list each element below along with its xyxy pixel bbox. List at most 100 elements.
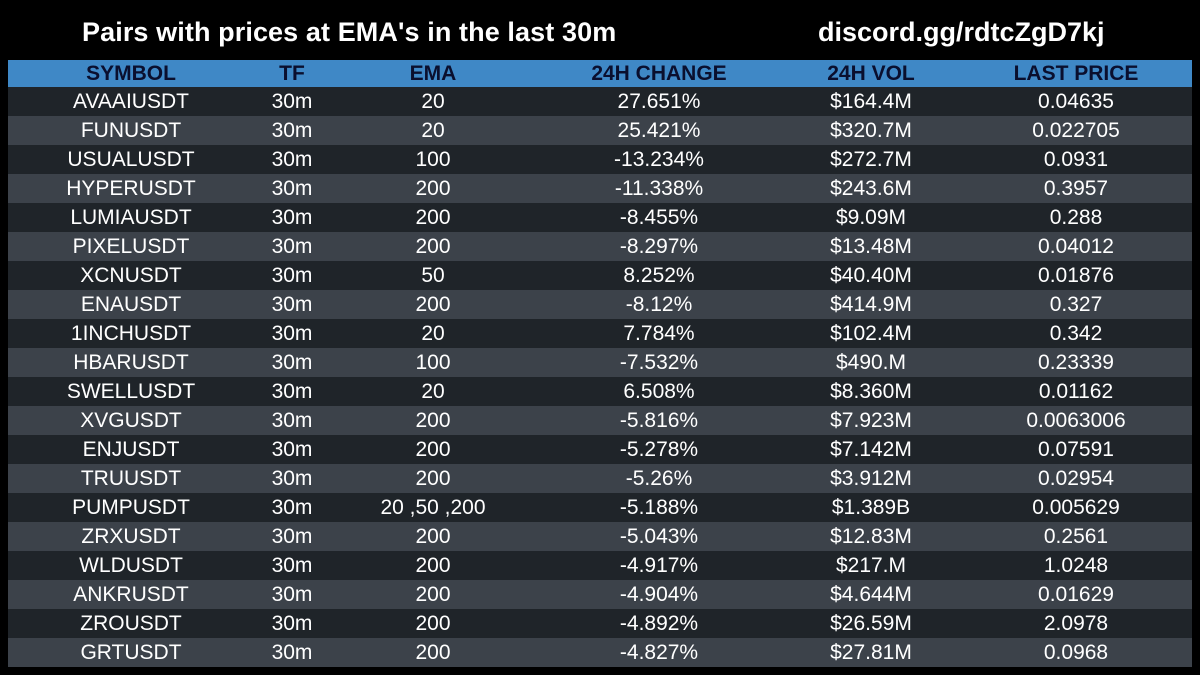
- cell-24h-vol: $217.M: [835, 553, 907, 577]
- cell-tf: 30m: [271, 321, 313, 345]
- cell-symbol: GRTUSDT: [80, 640, 182, 664]
- cell-ema: 100: [415, 147, 451, 171]
- cell-symbol: PIXELUSDT: [72, 234, 190, 258]
- cell-24h-vol: $7.923M: [830, 408, 912, 432]
- cell-ema: 20: [421, 321, 445, 345]
- discord-invite-link[interactable]: discord.gg/rdtcZgD7kj: [818, 17, 1105, 47]
- cell-tf: 30m: [271, 495, 313, 519]
- cell-last-price: 0.04635: [1038, 89, 1114, 113]
- cell-symbol: TRUUSDT: [80, 466, 182, 490]
- cell-24h-change: -8.297%: [619, 234, 699, 258]
- cell-last-price: 0.01629: [1038, 582, 1114, 606]
- cell-symbol: SWELLUSDT: [66, 379, 196, 403]
- cell-24h-change: 6.508%: [623, 379, 695, 403]
- table-row: FUNUSDT 30m 20 25.421% $320.7M 0.022705: [8, 116, 1192, 145]
- table-row: WLDUSDT 30m 200 -4.917% $217.M 1.0248: [8, 551, 1192, 580]
- table-row: TRUUSDT 30m 200 -5.26% $3.912M 0.02954: [8, 464, 1192, 493]
- cell-24h-vol: $9.09M: [835, 205, 907, 229]
- column-header-24h-change: 24H CHANGE: [591, 61, 727, 85]
- cell-tf: 30m: [271, 611, 313, 635]
- cell-24h-vol: $4.644M: [830, 582, 912, 606]
- cell-24h-change: -8.455%: [619, 205, 699, 229]
- cell-last-price: 0.022705: [1032, 118, 1120, 142]
- cell-24h-change: -4.827%: [619, 640, 699, 664]
- cell-last-price: 0.327: [1049, 292, 1103, 316]
- cell-24h-change: -5.816%: [619, 408, 699, 432]
- cell-symbol: ENJUSDT: [82, 437, 180, 461]
- cell-symbol: FUNUSDT: [80, 118, 182, 142]
- cell-tf: 30m: [271, 292, 313, 316]
- cell-last-price: 0.342: [1049, 321, 1103, 345]
- cell-ema: 200: [415, 437, 451, 461]
- cell-ema: 50: [421, 263, 445, 287]
- cell-symbol: LUMIAUSDT: [70, 205, 192, 229]
- cell-last-price: 0.01162: [1038, 379, 1114, 403]
- cell-ema: 200: [415, 524, 451, 548]
- cell-24h-vol: $12.83M: [830, 524, 912, 548]
- cell-tf: 30m: [271, 582, 313, 606]
- table-row: HYPERUSDT 30m 200 -11.338% $243.6M 0.3957: [8, 174, 1192, 203]
- cell-last-price: 0.2561: [1043, 524, 1109, 548]
- cell-24h-change: -4.904%: [619, 582, 699, 606]
- cell-symbol: ANKRUSDT: [73, 582, 189, 606]
- column-header-last-price: LAST PRICE: [1013, 61, 1139, 85]
- cell-tf: 30m: [271, 379, 313, 403]
- cell-ema: 200: [415, 292, 451, 316]
- cell-symbol: ZRXUSDT: [81, 524, 181, 548]
- cell-tf: 30m: [271, 234, 313, 258]
- cell-ema: 200: [415, 176, 451, 200]
- cell-24h-vol: $7.142M: [830, 437, 912, 461]
- header: Pairs with prices at EMA's in the last 3…: [0, 0, 1200, 60]
- cell-24h-vol: $13.48M: [830, 234, 912, 258]
- cell-24h-vol: $490.M: [835, 350, 907, 374]
- cell-24h-change: 8.252%: [623, 263, 695, 287]
- cell-tf: 30m: [271, 553, 313, 577]
- table-row: PUMPUSDT 30m 20 ,50 ,200 -5.188% $1.389B 0.00…: [8, 493, 1192, 522]
- cell-last-price: 0.005629: [1032, 495, 1120, 519]
- cell-last-price: 0.04012: [1038, 234, 1114, 258]
- cell-tf: 30m: [271, 176, 313, 200]
- cell-tf: 30m: [271, 466, 313, 490]
- table-row: XVGUSDT 30m 200 -5.816% $7.923M 0.0063006: [8, 406, 1192, 435]
- ema-pairs-table: SYMBOL TF EMA 24H CHANGE 24H VOL LAST PR…: [8, 60, 1192, 667]
- table-body: AVAAIUSDT 30m 20 27.651% $164.4M 0.04635 FUNUS…: [8, 87, 1192, 667]
- cell-symbol: HBARUSDT: [73, 350, 189, 374]
- cell-last-price: 0.02954: [1038, 466, 1114, 490]
- table-row: XCNUSDT 30m 50 8.252% $40.40M 0.01876: [8, 261, 1192, 290]
- cell-24h-change: -5.188%: [619, 495, 699, 519]
- page-title: Pairs with prices at EMA's in the last 3…: [82, 17, 617, 47]
- cell-ema: 200: [415, 205, 451, 229]
- cell-tf: 30m: [271, 408, 313, 432]
- cell-last-price: 0.07591: [1038, 437, 1114, 461]
- cell-tf: 30m: [271, 524, 313, 548]
- table-row: AVAAIUSDT 30m 20 27.651% $164.4M 0.04635: [8, 87, 1192, 116]
- cell-tf: 30m: [271, 118, 313, 142]
- cell-symbol: XCNUSDT: [80, 263, 182, 287]
- cell-24h-change: 27.651%: [617, 89, 701, 113]
- table-row: 1INCHUSDT 30m 20 7.784% $102.4M 0.342: [8, 319, 1192, 348]
- cell-ema: 200: [415, 611, 451, 635]
- cell-symbol: XVGUSDT: [80, 408, 182, 432]
- cell-24h-change: -13.234%: [614, 147, 704, 171]
- cell-ema: 20 ,50 ,200: [380, 495, 486, 519]
- cell-24h-vol: $414.9M: [830, 292, 912, 316]
- cell-last-price: 0.0063006: [1026, 408, 1126, 432]
- cell-ema: 20: [421, 118, 445, 142]
- cell-symbol: PUMPUSDT: [72, 495, 190, 519]
- table-row: USUALUSDT 30m 100 -13.234% $272.7M 0.0931: [8, 145, 1192, 174]
- cell-24h-change: -4.917%: [619, 553, 699, 577]
- cell-last-price: 0.0968: [1043, 640, 1109, 664]
- cell-tf: 30m: [271, 263, 313, 287]
- cell-last-price: 0.23339: [1038, 350, 1114, 374]
- cell-24h-change: -5.26%: [625, 466, 693, 490]
- cell-24h-vol: $26.59M: [830, 611, 912, 635]
- cell-ema: 20: [421, 379, 445, 403]
- cell-24h-vol: $40.40M: [830, 263, 912, 287]
- cell-ema: 200: [415, 234, 451, 258]
- table-row: ZROUSDT 30m 200 -4.892% $26.59M 2.0978: [8, 609, 1192, 638]
- table-row: ANKRUSDT 30m 200 -4.904% $4.644M 0.01629: [8, 580, 1192, 609]
- cell-24h-change: 7.784%: [623, 321, 695, 345]
- cell-24h-vol: $1.389B: [831, 495, 911, 519]
- cell-24h-vol: $27.81M: [830, 640, 912, 664]
